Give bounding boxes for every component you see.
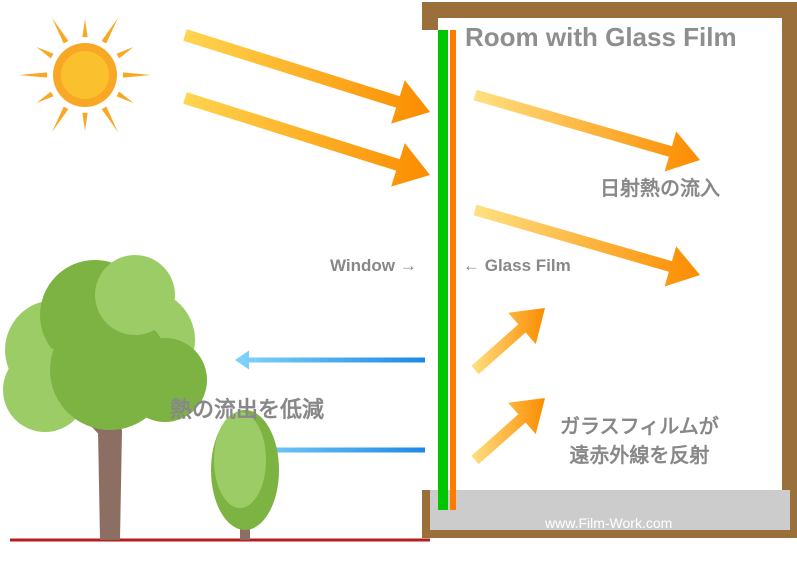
label-window: Window →: [330, 256, 417, 276]
sun-ray: [82, 113, 87, 131]
sun-ray: [116, 47, 133, 58]
window-glass: [438, 30, 448, 510]
heatloss-arrow-0: [235, 351, 425, 370]
label-solar-inflow: 日射熱の流入: [600, 172, 720, 201]
sun-ray: [116, 92, 133, 103]
sun-ray: [123, 72, 151, 77]
reflect-arrow-1-seg2: [471, 398, 545, 464]
label-heat-loss-reduced: 熱の流出を低減: [170, 392, 324, 424]
label-glass-film: ← Glass Film: [463, 256, 571, 276]
sun-ray: [82, 19, 87, 37]
room-title: Room with Glass Film: [465, 22, 737, 53]
sun-ray: [102, 18, 118, 44]
label-film-reflects-l1: ガラスフィルムが: [560, 410, 719, 439]
sun-ray: [52, 18, 68, 44]
sun-ray: [37, 47, 54, 58]
sun-ray: [37, 92, 54, 103]
tree-big-leaf: [95, 255, 175, 335]
sun-ray: [102, 106, 118, 132]
diagram-stage: Room with Glass Film Window → ← Glass Fi…: [0, 0, 797, 564]
label-film-reflects: ガラスフィルムが 遠赤外線を反射: [560, 410, 719, 468]
sun-disc-inner: [61, 51, 109, 99]
sun-ray: [19, 72, 47, 77]
glass-film: [450, 30, 456, 510]
reflect-arrow-0-seg2: [471, 308, 545, 374]
tree-small-leaf: [214, 412, 266, 508]
footer-url: www.Film-Work.com: [545, 515, 672, 531]
label-film-reflects-l2: 遠赤外線を反射: [560, 439, 719, 468]
diagram-svg: [0, 0, 797, 564]
window-opening: [421, 30, 439, 490]
sun-ray: [52, 106, 68, 132]
solar-arrow-right-0: [473, 90, 700, 172]
